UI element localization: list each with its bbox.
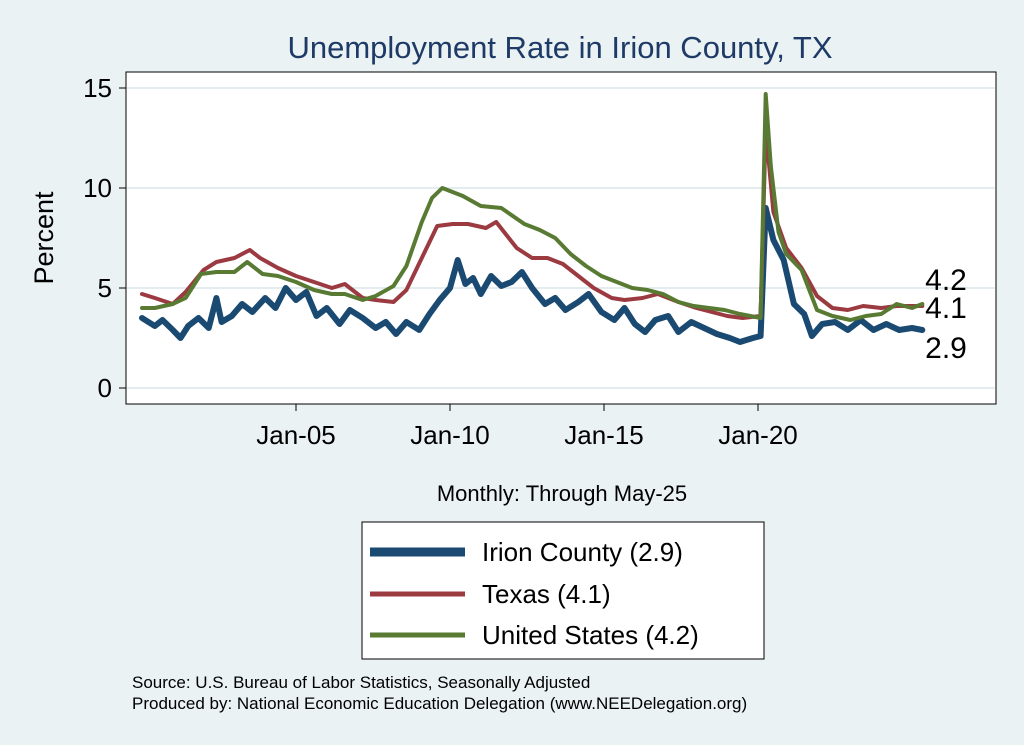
source-line: Source: U.S. Bureau of Labor Statistics,… [132,673,590,692]
end-label-0: 2.9 [925,332,967,365]
y-axis-label: Percent [29,191,59,285]
series-line-2 [140,92,925,322]
series-lines [139,92,926,345]
x-tick-label-Jan-10: Jan-10 [410,420,490,450]
x-tick-label-Jan-05: Jan-05 [256,420,336,450]
end-label-2: 4.2 [925,264,967,297]
x-tick-label-Jan-20: Jan-20 [718,420,798,450]
x-axis-note: Monthly: Through May-25 [437,481,687,506]
y-axis-ticks: 0 5 10 15 [83,73,126,403]
grid-lines [127,87,995,389]
chart-title: Unemployment Rate in Irion County, TX [287,30,832,65]
x-axis-ticks: Jan-05 Jan-10 Jan-15 Jan-20 [256,404,798,450]
plot-area [125,71,997,405]
x-tick-label-Jan-15: Jan-15 [564,420,644,450]
legend-label-2: United States (4.2) [482,620,699,650]
legend: Irion County (2.9) Texas (4.1) United Stat… [361,521,765,660]
producer-line: Produced by: National Economic Education… [132,694,747,713]
end-labels: 2.9 4.14.2 [925,264,967,365]
legend-label-1: Texas (4.1) [482,579,611,609]
series-line-1 [140,126,925,320]
y-tick-label-0: 0 [98,373,112,403]
y-tick-label-5: 5 [98,273,112,303]
end-label-1: 4.1 [925,292,967,325]
legend-label-0: Irion County (2.9) [482,537,683,567]
y-tick-label-15: 15 [83,73,112,103]
y-tick-label-10: 10 [83,173,112,203]
series-line-0 [139,205,926,345]
